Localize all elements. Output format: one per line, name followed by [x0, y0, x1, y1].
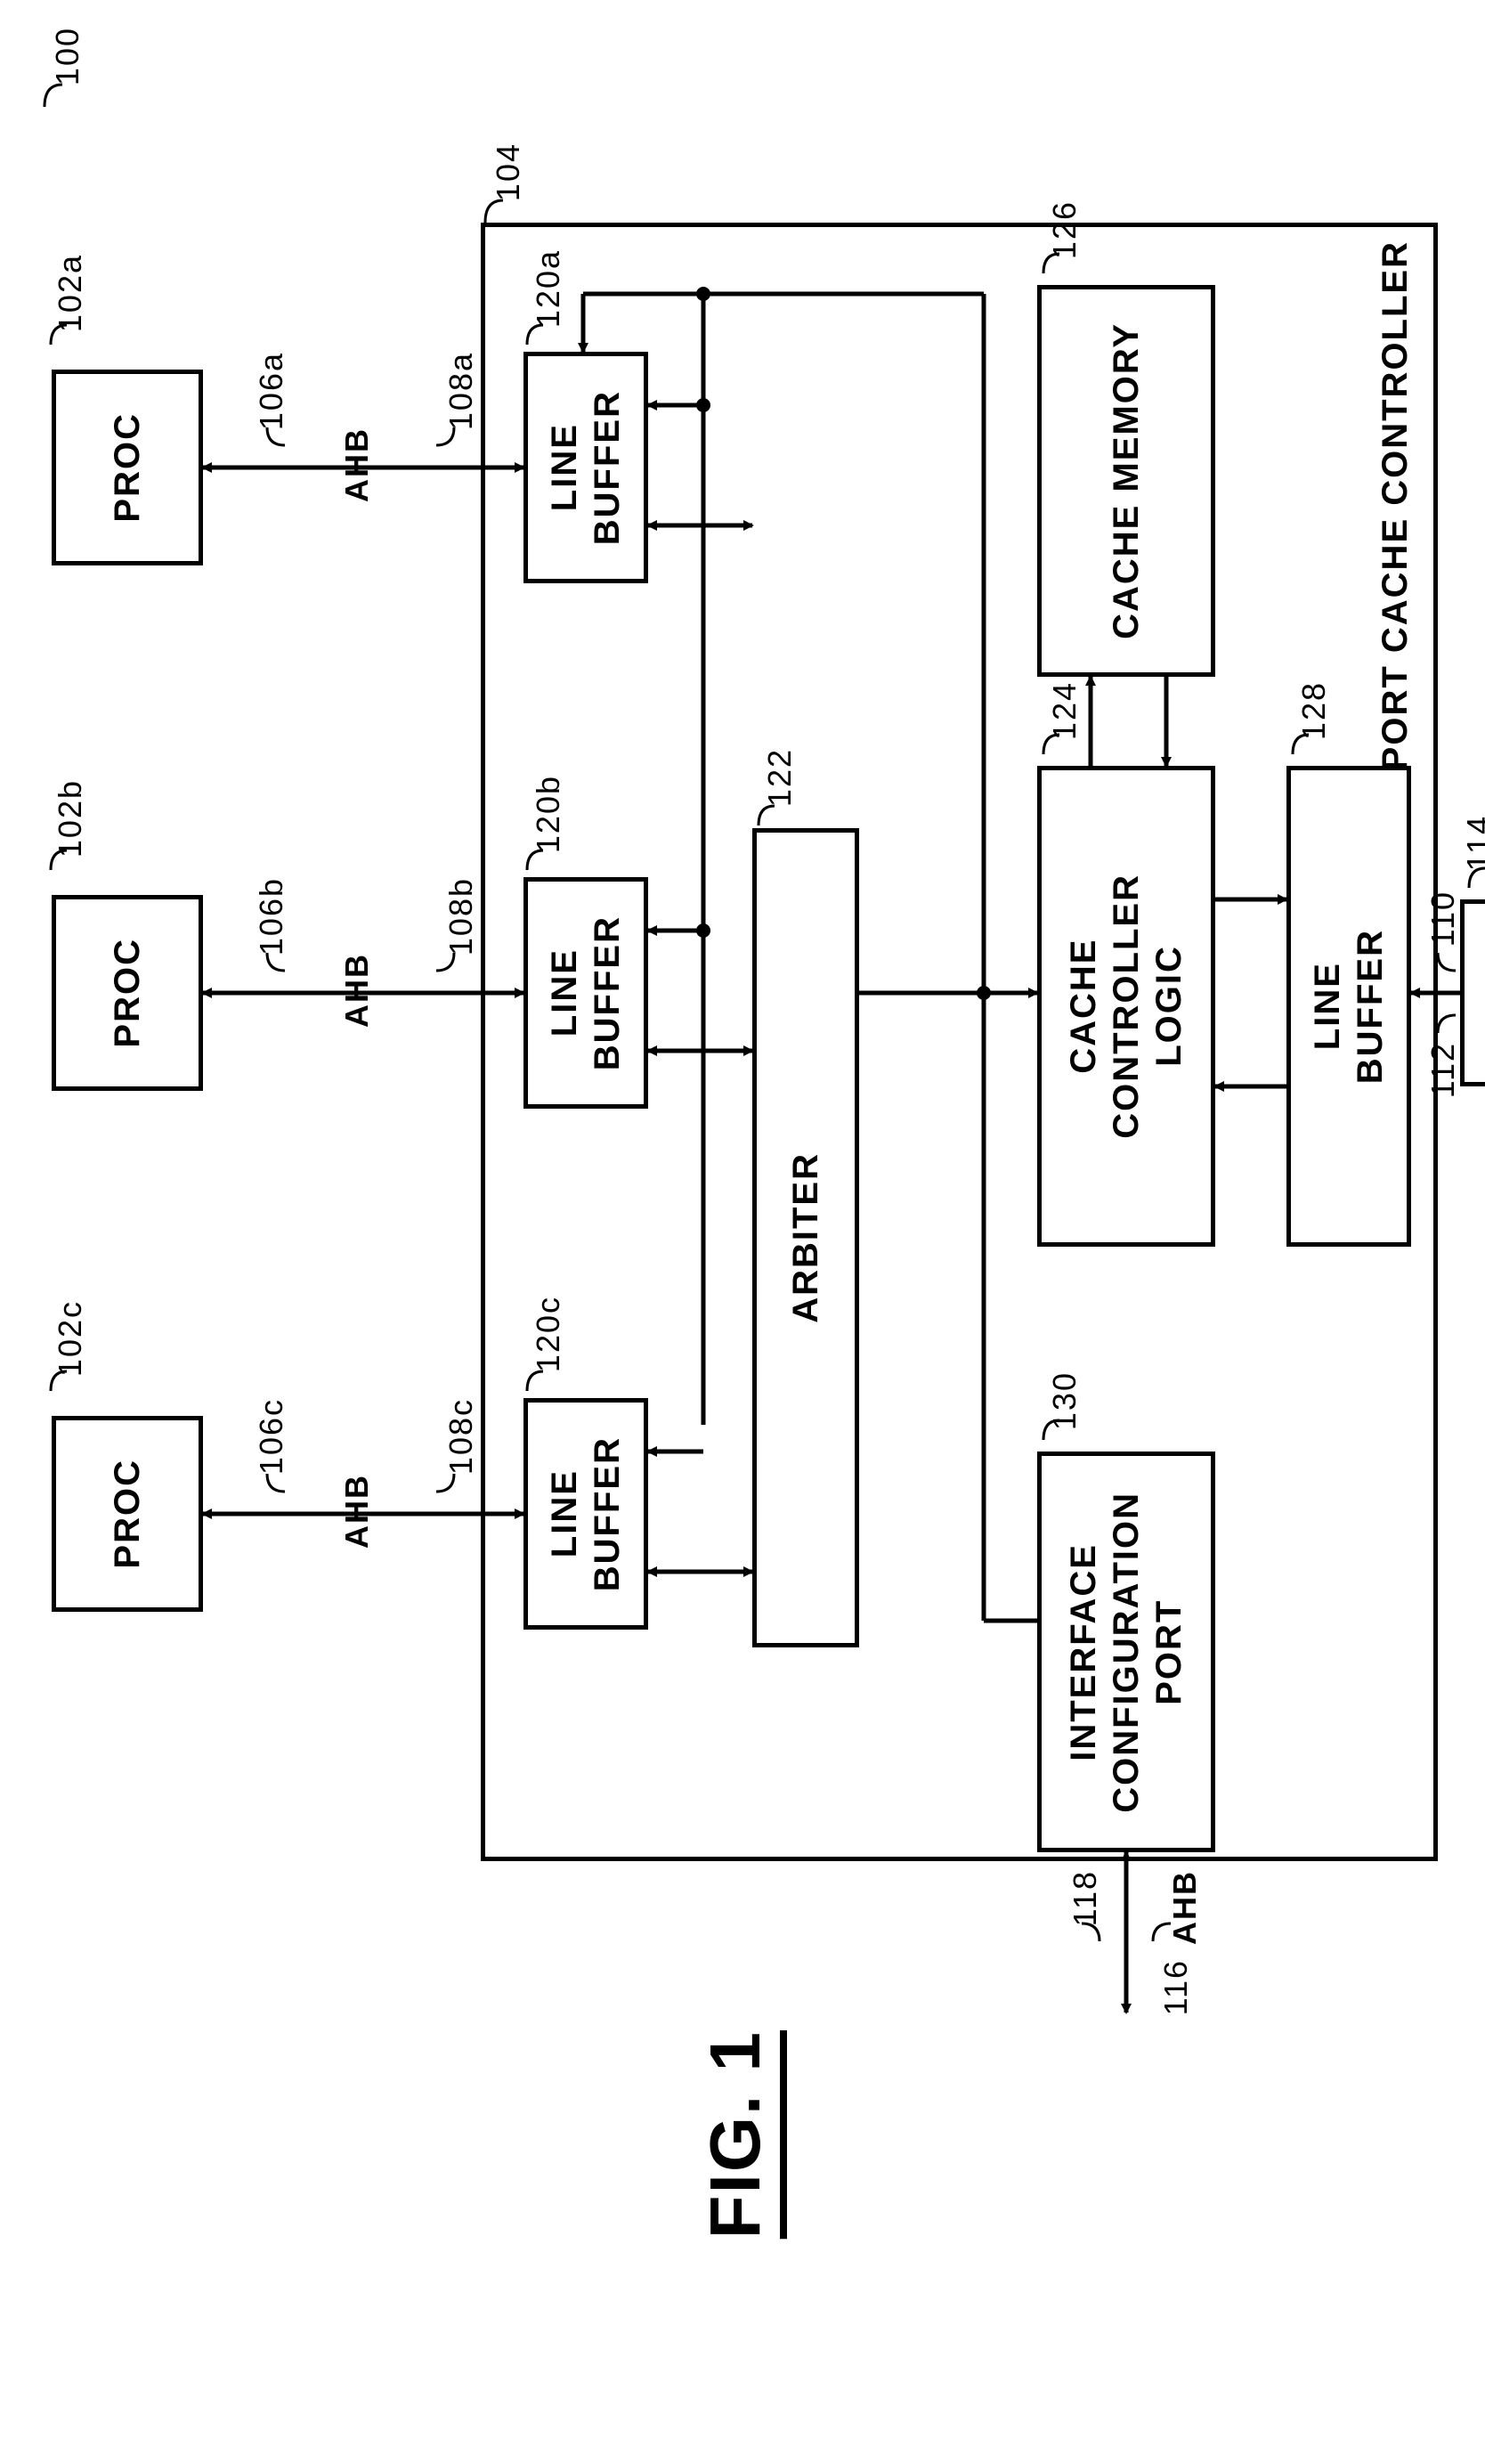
ref-118: 118	[1067, 1870, 1104, 1926]
cache-controller-logic-box: CACHE CONTROLLER LOGIC	[1037, 766, 1215, 1247]
ref-100: 100	[49, 27, 86, 85]
bus-ahb-a: AHB	[338, 427, 376, 502]
proc-c-label: PROC	[106, 1459, 149, 1569]
proc-a-box: PROC	[52, 370, 203, 565]
ref-108c: 108c	[442, 1398, 480, 1475]
ref-122: 122	[761, 748, 799, 807]
ref-120a: 120a	[530, 249, 567, 328]
line-buffer-c-box: LINE BUFFER	[523, 1398, 648, 1630]
ref-126: 126	[1046, 200, 1083, 259]
ref-106a: 106a	[253, 352, 290, 430]
interface-config-port-box: INTERFACE CONFIGURATION PORT	[1037, 1452, 1215, 1852]
lb-a-label: LINE BUFFER	[543, 390, 629, 545]
figure-label: FIG. 1	[694, 2030, 776, 2239]
lbr-label: LINE BUFFER	[1306, 929, 1392, 1084]
ref-120b: 120b	[530, 775, 567, 853]
proc-c-box: PROC	[52, 1416, 203, 1612]
ref-112: 112	[1424, 1042, 1462, 1098]
ccl-label: CACHE CONTROLLER LOGIC	[1062, 874, 1190, 1139]
line-buffer-b-box: LINE BUFFER	[523, 877, 648, 1109]
ref-120c: 120c	[530, 1296, 567, 1372]
ref-104: 104	[490, 142, 527, 201]
bus-ahb-c: AHB	[338, 1474, 376, 1549]
cache-memory-box: CACHE MEMORY	[1037, 285, 1215, 677]
proc-b-label: PROC	[106, 938, 149, 1048]
ref-114: 114	[1460, 815, 1485, 871]
arbiter-label: ARBITER	[784, 1152, 827, 1323]
ref-128: 128	[1295, 681, 1333, 740]
proc-a-label: PROC	[106, 412, 149, 523]
ref-110: 110	[1424, 890, 1462, 947]
line-buffer-a-box: LINE BUFFER	[523, 352, 648, 583]
bus-ahb-b: AHB	[338, 953, 376, 1028]
icp-label: INTERFACE CONFIGURATION PORT	[1062, 1492, 1190, 1813]
lb-b-label: LINE BUFFER	[543, 915, 629, 1070]
ref-102b: 102b	[52, 779, 89, 858]
ref-102a: 102a	[52, 254, 89, 332]
line-buffer-right-box: LINE BUFFER	[1286, 766, 1411, 1247]
other-blocks-box: OTHER BLOCKS	[1460, 899, 1485, 1086]
lb-c-label: LINE BUFFER	[543, 1436, 629, 1591]
cache-memory-label: CACHE MEMORY	[1105, 322, 1148, 639]
ref-124: 124	[1046, 681, 1083, 740]
ref-130: 130	[1046, 1371, 1083, 1430]
ref-116: 116	[1157, 1959, 1195, 2015]
proc-b-box: PROC	[52, 895, 203, 1091]
ref-106b: 106b	[253, 877, 290, 956]
ref-108a: 108a	[442, 352, 480, 430]
bottom-bus-label: AHB	[1166, 1870, 1204, 1945]
ref-108b: 108b	[442, 877, 480, 956]
arbiter-box: ARBITER	[752, 828, 859, 1647]
ref-102c: 102c	[52, 1300, 89, 1377]
ref-106c: 106c	[253, 1398, 290, 1475]
